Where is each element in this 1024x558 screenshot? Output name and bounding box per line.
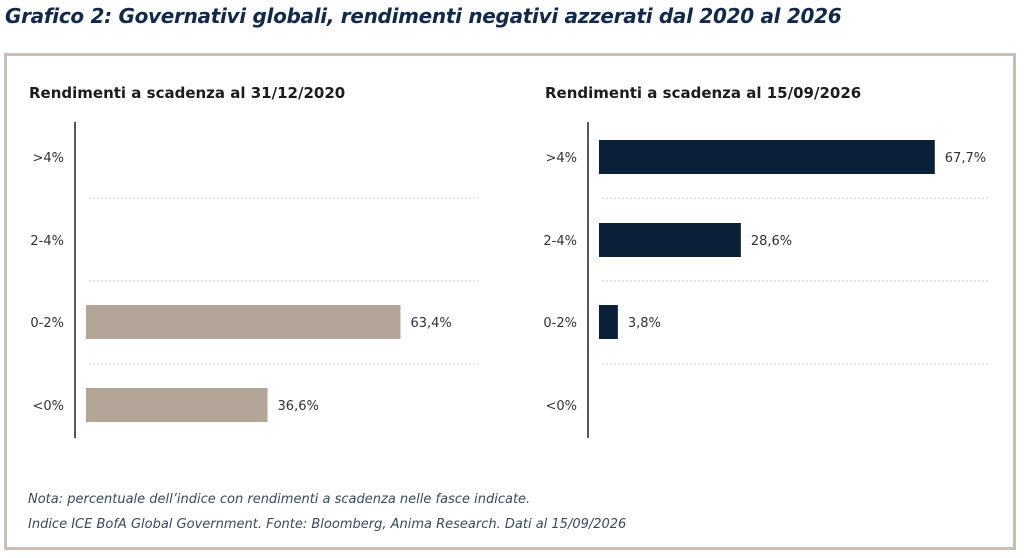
category-label: <0% <box>32 399 64 414</box>
chart-2020: >4% 2-4% 0-2% 63,4% <0% 36,6% <box>30 122 478 438</box>
data-label: 63,4% <box>410 316 451 331</box>
chart-title-2020: Rendimenti a scadenza al 31/12/2020 <box>29 84 346 102</box>
figure-title: Grafico 2: Governativi globali, rendimen… <box>5 4 842 28</box>
figure-frame <box>4 53 1016 550</box>
bar <box>86 388 268 422</box>
note-line-2: Indice ICE BofA Global Government. Fonte… <box>28 517 627 532</box>
category-label: <0% <box>545 399 577 414</box>
category-label: >4% <box>545 151 577 166</box>
data-label: 36,6% <box>278 399 319 414</box>
data-label: 67,7% <box>945 151 986 166</box>
category-label: 2-4% <box>30 234 64 249</box>
category-label: 0-2% <box>543 316 577 331</box>
category-label: 0-2% <box>30 316 64 331</box>
bar <box>599 140 935 174</box>
category-label: >4% <box>32 151 64 166</box>
data-label: 3,8% <box>628 316 661 331</box>
bar <box>599 223 741 257</box>
note-line-1: Nota: percentuale dell’indice con rendim… <box>28 492 531 507</box>
bar <box>86 305 401 339</box>
chart-title-2026: Rendimenti a scadenza al 15/09/2026 <box>545 84 862 102</box>
bar <box>599 305 618 339</box>
chart-2026: >4% 67,7% 2-4% 28,6% 0-2% 3,8% <0% <box>543 122 990 438</box>
data-label: 28,6% <box>751 234 792 249</box>
category-label: 2-4% <box>543 234 577 249</box>
